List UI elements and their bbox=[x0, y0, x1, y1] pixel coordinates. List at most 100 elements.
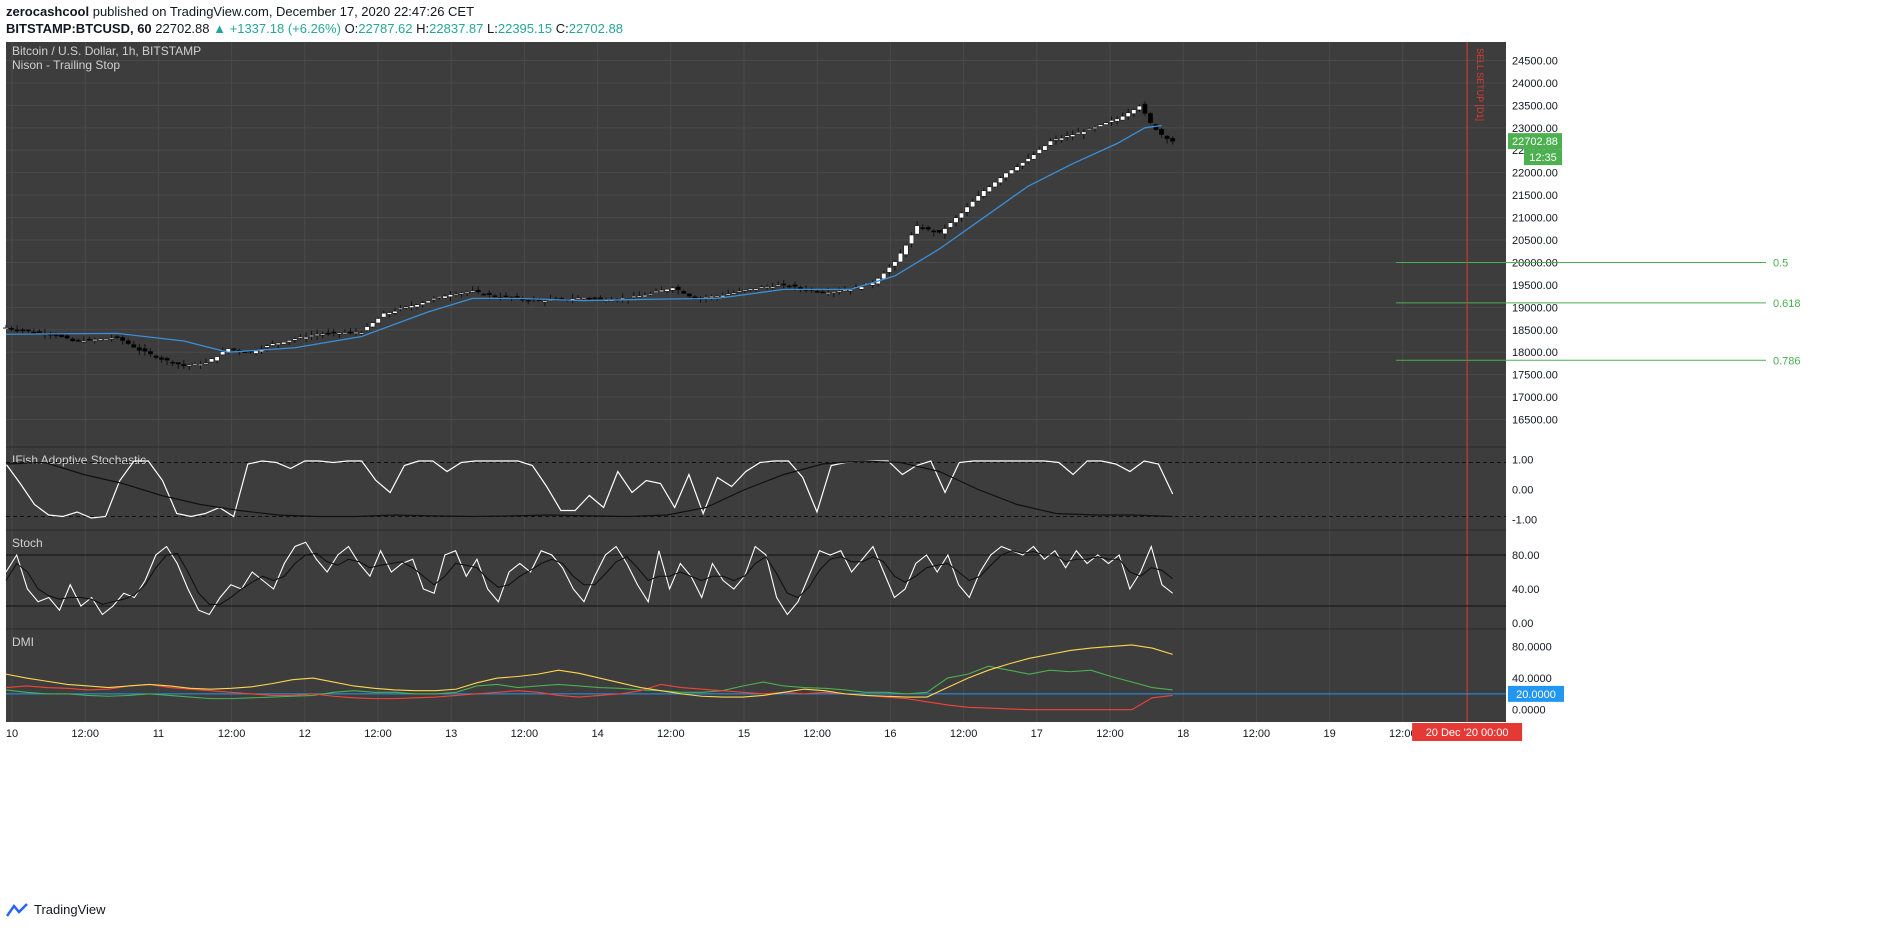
candle-body bbox=[64, 335, 70, 339]
time-tick-label: 12:00 bbox=[950, 728, 978, 740]
dmi-tick-label: 40.0000 bbox=[1512, 673, 1552, 685]
candle-body bbox=[886, 267, 892, 273]
candle-body bbox=[486, 292, 492, 295]
time-tick-label: 19 bbox=[1323, 728, 1335, 740]
candle-body bbox=[353, 332, 359, 334]
time-tick-label: 12 bbox=[299, 728, 311, 740]
candle-body bbox=[897, 252, 903, 263]
candle-body bbox=[297, 336, 303, 339]
candle-body bbox=[431, 298, 437, 301]
candle-body bbox=[1014, 166, 1020, 171]
symbol-label: BITSTAMP:BTCUSD, 60 bbox=[6, 21, 152, 36]
low-value: 22395.15 bbox=[497, 21, 553, 36]
candle-body bbox=[797, 287, 803, 289]
candle-body bbox=[31, 331, 37, 334]
candle-body bbox=[736, 290, 742, 293]
candle-body bbox=[586, 297, 592, 300]
candle-body bbox=[53, 334, 59, 337]
close-value: 22702.88 bbox=[568, 21, 623, 36]
candle-body bbox=[181, 363, 187, 367]
stoch-tick-label: 0.00 bbox=[1512, 618, 1533, 630]
candle-body bbox=[581, 297, 587, 299]
price-tick-label: 17000.00 bbox=[1512, 392, 1558, 404]
last-price: 22702.88 bbox=[155, 21, 210, 36]
price-tick-label: 24000.00 bbox=[1512, 78, 1558, 90]
stoch-tick-label: 40.00 bbox=[1512, 584, 1540, 596]
candle-body bbox=[786, 285, 792, 288]
candle-body bbox=[759, 286, 765, 289]
price-tick-label: 21000.00 bbox=[1512, 213, 1558, 225]
price-tick-label: 20000.00 bbox=[1512, 257, 1558, 269]
candle-body bbox=[997, 177, 1003, 183]
footer-brand[interactable]: TradingView bbox=[6, 902, 106, 917]
candle-body bbox=[1036, 149, 1042, 154]
candle-body bbox=[203, 362, 209, 365]
candle-body bbox=[714, 295, 720, 298]
candle-body bbox=[842, 289, 848, 292]
candle-body bbox=[125, 340, 131, 345]
candle-body bbox=[442, 295, 448, 299]
fib-level-label: 0.618 bbox=[1773, 298, 1801, 310]
candle-body bbox=[447, 294, 453, 297]
candle-body bbox=[453, 293, 459, 296]
candle-body bbox=[525, 299, 531, 302]
candle-body bbox=[147, 351, 153, 355]
candle-body bbox=[314, 334, 320, 336]
candle-body bbox=[397, 308, 403, 310]
candle-body bbox=[1131, 109, 1137, 114]
candle-body bbox=[642, 295, 648, 297]
candle-body bbox=[359, 332, 365, 335]
price-tick-label: 18000.00 bbox=[1512, 347, 1558, 359]
candle-body bbox=[492, 295, 498, 298]
close-label: C: bbox=[555, 21, 569, 36]
candle-body bbox=[342, 332, 348, 335]
candle-body bbox=[1092, 127, 1098, 129]
candle-body bbox=[159, 357, 165, 360]
stoch-d-line bbox=[5, 550, 1174, 605]
candle-body bbox=[814, 290, 820, 293]
price-axis-background bbox=[1506, 42, 1884, 722]
time-tick-label: 12:00 bbox=[71, 728, 99, 740]
time-tick-label: 17 bbox=[1031, 728, 1043, 740]
time-tick-label: 15 bbox=[738, 728, 750, 740]
candle-body bbox=[14, 329, 20, 332]
candle-body bbox=[575, 297, 581, 300]
candle-body bbox=[92, 339, 98, 341]
candle-body bbox=[1142, 103, 1148, 114]
candle-body bbox=[920, 227, 926, 230]
candle-body bbox=[347, 331, 353, 334]
ifish-tick-label: 0.00 bbox=[1512, 485, 1533, 497]
candle-body bbox=[1059, 137, 1065, 141]
candle-body bbox=[647, 293, 653, 296]
candle-body bbox=[542, 300, 548, 303]
candle-body bbox=[770, 286, 776, 289]
candle-body bbox=[1047, 140, 1053, 146]
candle-body bbox=[1120, 115, 1126, 121]
candle-body bbox=[392, 310, 398, 314]
candle-body bbox=[653, 291, 659, 293]
candle-body bbox=[959, 212, 965, 219]
candle-body bbox=[142, 348, 148, 352]
candle-body bbox=[536, 299, 542, 302]
candle-body bbox=[831, 291, 837, 293]
marker-date-badge bbox=[1412, 723, 1523, 741]
price-tick-label: 23500.00 bbox=[1512, 100, 1558, 112]
candle-body bbox=[1070, 134, 1076, 137]
chart-canvas[interactable]: 10 12:00 11 12:00 12 12:00 13 12:00 14 12:00 15 12:… bbox=[0, 42, 1884, 895]
publish-info: published on TradingView.com, December 1… bbox=[92, 4, 475, 19]
stoch-k-line bbox=[5, 541, 1174, 616]
candle-body bbox=[36, 331, 42, 333]
author-name[interactable]: zerocashcool bbox=[6, 4, 90, 19]
price-tick-label: 23000.00 bbox=[1512, 123, 1558, 135]
candle-body bbox=[825, 292, 831, 295]
last-price-tag bbox=[1508, 133, 1562, 150]
fib-level-label: 0.786 bbox=[1773, 355, 1801, 367]
candle-body bbox=[420, 302, 426, 306]
candle-body bbox=[847, 289, 853, 292]
main-chart-title: Bitcoin / U.S. Dollar, 1h, BITSTAMP bbox=[12, 44, 201, 58]
candle-body bbox=[197, 364, 203, 366]
trailing-stop-line bbox=[5, 124, 1162, 353]
candle-body bbox=[820, 291, 826, 294]
price-tick-label: 19500.00 bbox=[1512, 280, 1558, 292]
candle-body bbox=[386, 312, 392, 315]
